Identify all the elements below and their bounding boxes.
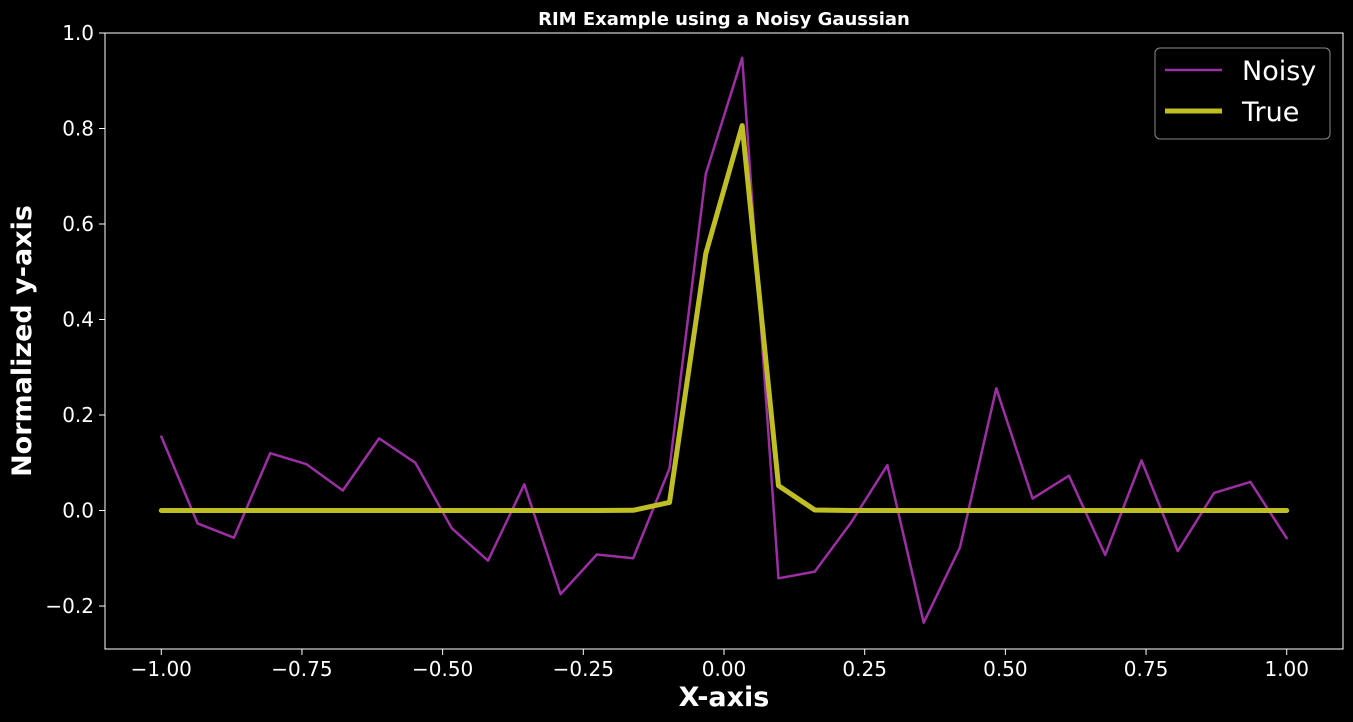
legend-label: Noisy <box>1242 56 1316 87</box>
x-tick-label: −1.00 <box>131 657 192 681</box>
plot-area <box>158 56 1290 624</box>
y-tick-label: 0.2 <box>62 403 94 427</box>
chart-title: RIM Example using a Noisy Gaussian <box>538 9 910 30</box>
legend: Noisy True <box>1154 47 1331 140</box>
y-tick-label: 0.4 <box>62 308 94 332</box>
x-tick-label: −0.50 <box>412 657 473 681</box>
y-tick-label: −0.2 <box>45 594 94 618</box>
series-line-noisy <box>160 56 1288 624</box>
y-tick-label: 0.0 <box>62 499 94 523</box>
y-tick-label: 0.6 <box>62 212 94 236</box>
x-tick-label: 0.75 <box>1124 657 1169 681</box>
y-axis: −0.2 0.0 0.2 0.4 0.6 0.8 1.0 <box>45 21 105 618</box>
y-axis-label: Normalized y-axis <box>7 205 38 477</box>
legend-label: True <box>1241 97 1299 128</box>
y-tick-label: 1.0 <box>62 21 94 45</box>
x-tick-label: 0.50 <box>983 657 1028 681</box>
x-axis-label: X-axis <box>679 682 770 713</box>
x-tick-label: −0.25 <box>553 657 614 681</box>
x-tick-label: −0.75 <box>271 657 332 681</box>
y-tick-label: 0.8 <box>62 117 94 141</box>
x-tick-label: 0.00 <box>702 657 747 681</box>
x-tick-label: 1.00 <box>1264 657 1309 681</box>
x-axis: −1.00 −0.75 −0.50 −0.25 0.00 0.25 0.50 0.75 1.00 <box>131 649 1309 681</box>
series-line-true <box>158 123 1290 513</box>
x-tick-label: 0.25 <box>842 657 887 681</box>
